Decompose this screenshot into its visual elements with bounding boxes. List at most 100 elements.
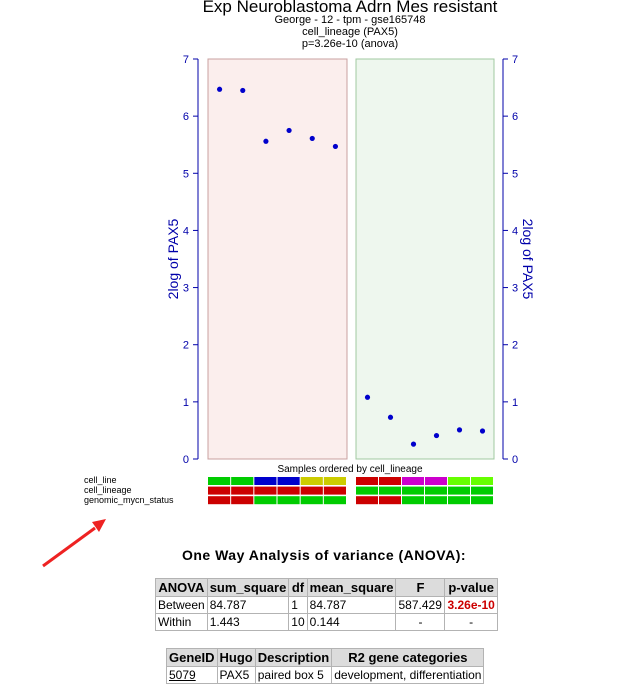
anova-cell: -	[395, 613, 446, 631]
data-point	[240, 87, 246, 94]
track-cell	[254, 496, 277, 505]
track-cell	[425, 496, 447, 505]
track-cell	[231, 496, 254, 505]
track-cell	[379, 496, 401, 505]
gene-id-cell: 5079	[166, 666, 218, 684]
data-point	[433, 432, 440, 439]
anova-cell: -	[444, 613, 498, 631]
anova-table: ANOVA sum_square df mean_square F p-valu…	[155, 578, 498, 631]
anova-header: p-value	[444, 578, 498, 597]
anova-cell: 1	[288, 596, 308, 614]
chart-title: Exp Neuroblastoma Adrn Mes resistant	[202, 0, 498, 16]
track-cell	[300, 496, 323, 505]
y-tick-label-left: 5	[183, 168, 189, 180]
y-tick-label-left: 3	[183, 283, 189, 295]
data-point	[410, 441, 417, 447]
anova-header: F	[395, 578, 446, 597]
gene-info-table: GeneID Hugo Description R2 gene categori…	[166, 648, 485, 684]
anova-pvalue-cell: 3.26e-10	[444, 596, 498, 614]
y-tick-label-right: 2	[512, 340, 518, 352]
anova-title: One Way Analysis of variance (ANOVA):	[181, 547, 467, 563]
data-point	[364, 394, 371, 400]
y-tick-label-right: 6	[512, 111, 518, 123]
track-cell	[356, 486, 378, 495]
gene-cell: paired box 5	[254, 666, 333, 684]
gene-header: GeneID	[166, 648, 218, 667]
track-cell	[448, 486, 470, 495]
y-tick-label-right: 4	[512, 225, 518, 237]
track-cell	[208, 477, 231, 485]
anova-cell: 0.144	[306, 613, 397, 631]
chart-subtitle-pvalue: p=3.26e-10 (anova)	[301, 38, 399, 50]
gene-header: Hugo	[216, 648, 256, 667]
gene-header-row: GeneID Hugo Description R2 gene categori…	[166, 648, 485, 667]
track-cell	[254, 486, 277, 495]
track-cell	[471, 486, 493, 495]
data-point	[387, 414, 394, 420]
track-cell	[448, 477, 470, 485]
group-panel	[355, 58, 495, 460]
expression-scatter-chart: 0 0 1 1 2 2 3 3 4 4 5 5 6 6 7 7 2log of PAX5 2log of PAX5…	[42, 54, 536, 568]
gene-header: R2 gene categories	[331, 648, 485, 667]
data-point	[309, 135, 315, 142]
data-point	[263, 138, 269, 144]
data-point	[216, 86, 223, 92]
track-cell	[277, 477, 300, 485]
gene-id-link[interactable]: 5079	[169, 668, 196, 682]
track-cell	[300, 486, 323, 495]
anova-cell: 10	[288, 613, 308, 631]
y-tick-label-left: 6	[183, 111, 189, 123]
anova-header: sum_square	[206, 578, 290, 597]
track-cell	[208, 496, 231, 505]
anova-cell: 1.443	[206, 613, 290, 631]
y-tick-label-left: 7	[183, 54, 189, 66]
track-cell	[208, 486, 231, 495]
track-cell	[323, 496, 346, 505]
data-point	[286, 127, 292, 134]
y-tick-label-right: 1	[512, 397, 518, 409]
y-tick-label-right: 3	[512, 283, 518, 295]
track-cell	[471, 477, 493, 485]
track-cell	[448, 496, 470, 505]
gene-cell: development, differentiation	[331, 666, 485, 684]
track-label-genomic-mycn-status: genomic_mycn_status	[84, 495, 174, 505]
anova-cell: 84.787	[206, 596, 290, 614]
x-axis-label: Samples ordered by cell_lineage	[277, 464, 423, 475]
track-cell	[231, 477, 254, 485]
anova-cell: 587.429	[395, 596, 446, 614]
track-cell	[379, 477, 401, 485]
table-row: Between 84.787 1 84.787 587.429 3.26e-10	[155, 596, 498, 614]
data-point	[332, 143, 339, 150]
track-cell	[379, 486, 401, 495]
track-label-cell-lineage: cell_lineage	[84, 485, 132, 495]
y-tick-label-right: 7	[512, 54, 518, 66]
y-tick-label-left: 0	[183, 454, 189, 466]
y-tick-label-right: 0	[512, 454, 518, 466]
anova-header: ANOVA	[155, 578, 208, 597]
track-cell	[277, 496, 300, 505]
track-cell	[323, 477, 346, 485]
track-cell	[356, 477, 378, 485]
track-label-cell-line: cell_line	[84, 475, 117, 485]
table-row: 5079 PAX5 paired box 5 development, diff…	[166, 666, 485, 684]
anova-cell: 84.787	[306, 596, 397, 614]
track-cell	[425, 486, 447, 495]
track-cell	[277, 486, 300, 495]
annotation-arrow-shaft	[42, 526, 96, 568]
annotation-arrow-head	[92, 519, 106, 532]
track-cell	[254, 477, 277, 485]
y-tick-label-left: 1	[183, 397, 189, 409]
anova-cell: Within	[155, 613, 208, 631]
track-cell	[231, 486, 254, 495]
y-tick-label-right: 5	[512, 168, 518, 180]
y-tick-label-left: 4	[183, 225, 189, 237]
track-cell	[402, 486, 424, 495]
y-axis-label-right: 2log of PAX5	[520, 219, 536, 300]
track-cell	[300, 477, 323, 485]
anova-header-row: ANOVA sum_square df mean_square F p-valu…	[155, 578, 498, 597]
group-panel	[207, 58, 348, 460]
track-cell	[356, 496, 378, 505]
y-tick-label-left: 2	[183, 340, 189, 352]
track-cell	[402, 477, 424, 485]
track-cell	[323, 486, 346, 495]
